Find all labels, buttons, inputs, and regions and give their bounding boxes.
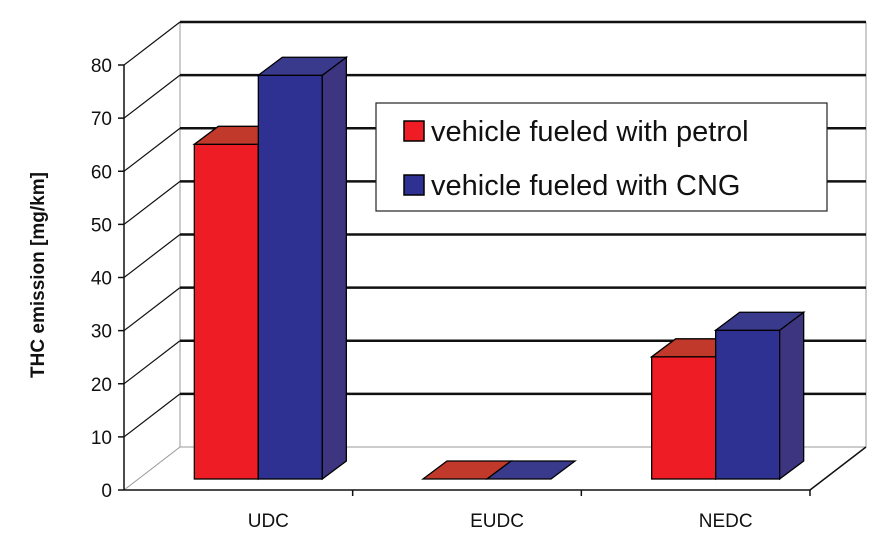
bar-cng-eudc-top xyxy=(485,460,577,480)
gridline-diagonal xyxy=(123,393,181,438)
x-tick-label: UDC xyxy=(248,511,289,532)
x-tick-label: NEDC xyxy=(699,511,753,532)
y-tick-label: 30 xyxy=(91,322,112,343)
legend-swatch-cng xyxy=(403,174,425,196)
bar-cng-nedc-side xyxy=(779,310,805,481)
bar-cng-udc-side xyxy=(321,55,347,481)
bar-cng-udc-top xyxy=(256,56,349,76)
legend-box xyxy=(375,102,828,212)
gridline-diagonal xyxy=(123,234,181,278)
legend-label-petrol: vehicle fueled with petrol xyxy=(431,116,749,148)
x-tick-label: EUDC xyxy=(470,511,524,532)
bar-cng-udc xyxy=(257,74,323,480)
gridline-diagonal xyxy=(123,127,181,172)
gridline-diagonal xyxy=(123,287,181,332)
floor-right-edge xyxy=(809,446,867,491)
y-tick-label: 50 xyxy=(91,215,112,236)
y-tick-label: 10 xyxy=(91,428,112,449)
y-tick-label: 40 xyxy=(91,269,112,290)
legend-swatch-petrol xyxy=(403,120,425,142)
y-tick-label: 20 xyxy=(91,375,112,396)
y-tick-label: 80 xyxy=(91,56,112,77)
bar-cng-nedc xyxy=(715,329,781,480)
y-tick-label: 0 xyxy=(101,481,112,502)
gridline-diagonal xyxy=(123,340,181,385)
gridline-diagonal xyxy=(123,180,181,225)
y-axis-label: THC emission [mg/km] xyxy=(28,172,49,378)
gridline-diagonal xyxy=(123,21,181,66)
bar-petrol-nedc xyxy=(651,356,717,480)
legend: vehicle fueled with petrol vehicle fuele… xyxy=(375,102,828,212)
bar-cng-nedc-top xyxy=(713,311,806,331)
gridline-diagonal xyxy=(123,74,181,119)
y-tick-label: 60 xyxy=(91,162,112,183)
legend-label-cng: vehicle fueled with CNG xyxy=(431,170,740,202)
y-tick-label: 70 xyxy=(91,109,112,130)
bar-petrol-udc xyxy=(193,143,259,480)
